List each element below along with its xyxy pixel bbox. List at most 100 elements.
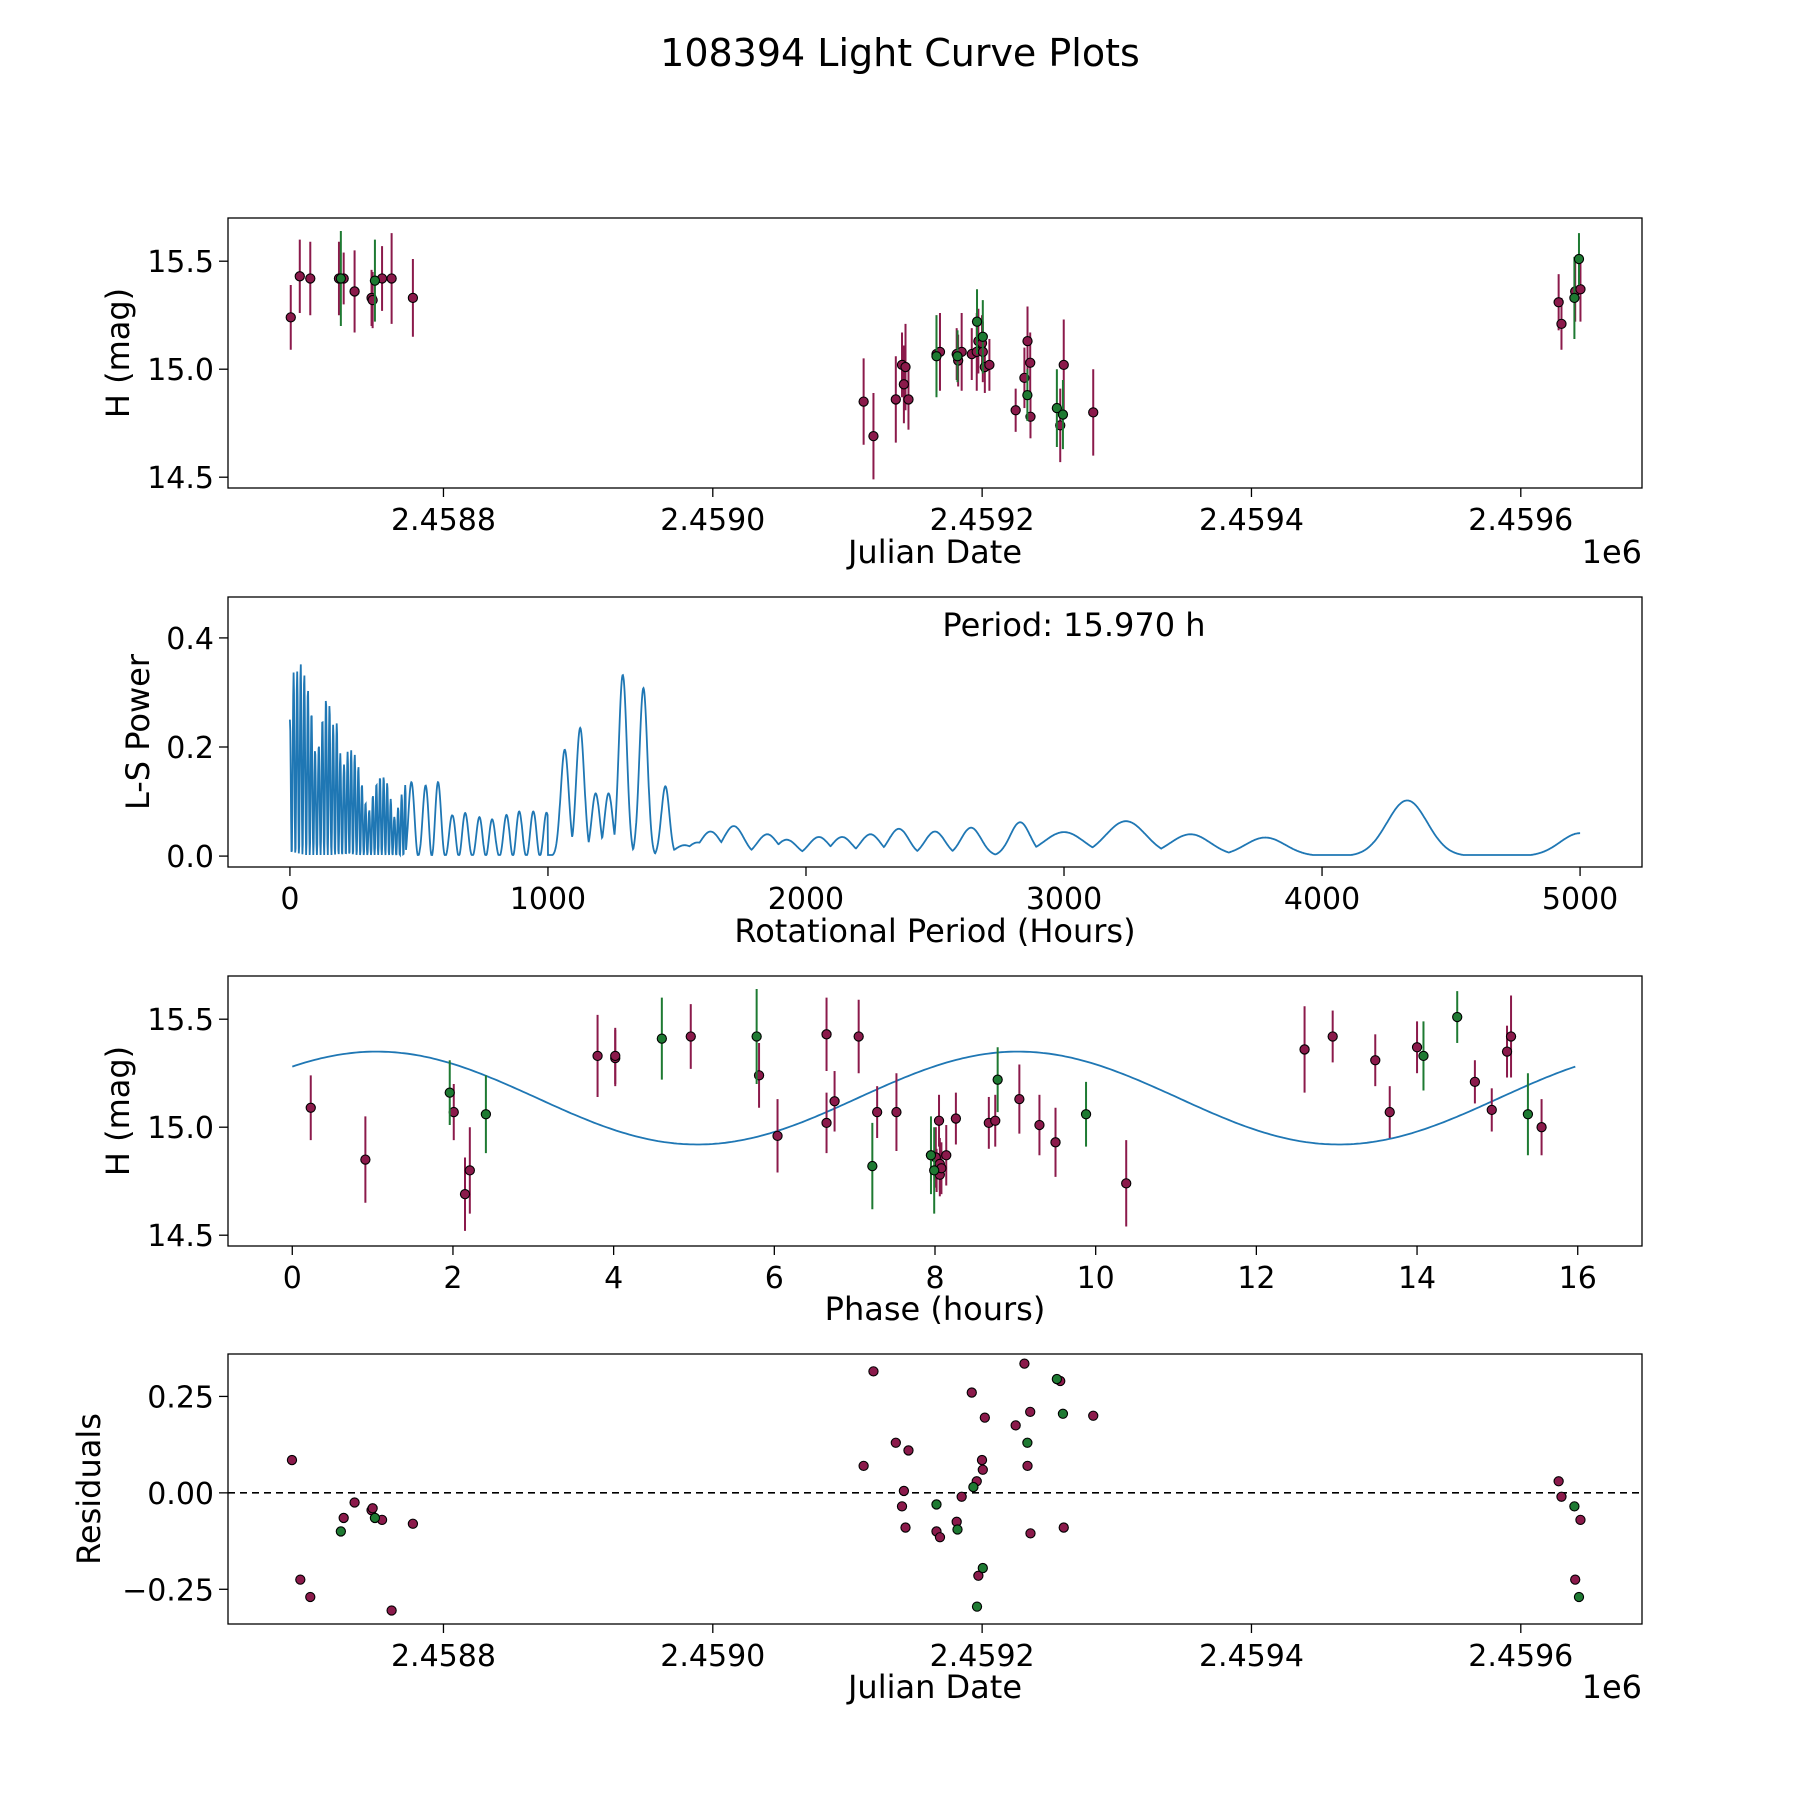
phase-fold-red-point (1501, 1046, 1513, 1057)
residuals-red-point (1575, 1514, 1586, 1526)
phase-fold-green-point (929, 1165, 940, 1176)
periodogram-xtick-label: 2000 (768, 882, 844, 917)
residuals-red-point (1025, 1406, 1036, 1418)
residuals-green-point (971, 1601, 983, 1612)
periodogram-annotation: Period: 15.970 h (942, 606, 1205, 644)
phase-fold-xtick-label: 4 (604, 1261, 623, 1296)
periodogram-xtick-label: 4000 (1284, 882, 1360, 917)
phase-fold-red-point (941, 1150, 952, 1161)
light-curve-red-point (1010, 405, 1021, 416)
phase-fold-xtick-label: 6 (765, 1261, 784, 1296)
phase-fold-green-point (1452, 1011, 1463, 1023)
residuals-red-point (1025, 1528, 1036, 1539)
light-curve-red-point (1058, 359, 1069, 371)
residuals-ylabel: Residuals (70, 1413, 108, 1565)
residuals-x-offset: 1e6 (1582, 1668, 1642, 1706)
light-curve-xtick-label: 2.4590 (660, 503, 765, 538)
light-curve-green-point (1051, 402, 1063, 414)
light-curve-red-point (349, 286, 360, 297)
phase-fold-green-point (925, 1150, 937, 1161)
light-curve-axes-frame (227, 217, 1643, 489)
residuals-green-point (1051, 1373, 1063, 1385)
light-curve-xtick-label: 2.4594 (1199, 503, 1304, 538)
phase-fold-xtick-label: 16 (1559, 1261, 1597, 1296)
residuals-axes-frame (227, 1353, 1643, 1625)
residuals-red-point (1570, 1574, 1581, 1585)
residuals-red-point (386, 1605, 397, 1616)
light-curve-green-point (971, 316, 983, 327)
light-curve-red-point (900, 361, 911, 373)
light-curve-red-point (858, 396, 869, 407)
light-curve-red-point (1556, 318, 1567, 329)
light-curve-red-point (1025, 357, 1036, 368)
phase-fold-green-point (656, 1033, 667, 1044)
residuals-red-point (976, 1454, 988, 1466)
residuals-green-point (335, 1526, 347, 1537)
residuals-green-point (952, 1524, 963, 1535)
residuals-red-point (1022, 1460, 1033, 1472)
phase-fold-red-point (685, 1031, 696, 1042)
light-curve-green-point (1057, 409, 1069, 420)
residuals-ytick-label: 0.25 (147, 1380, 214, 1415)
residuals-green-point (1573, 1591, 1585, 1603)
phase-fold-red-point (1505, 1031, 1517, 1042)
periodogram-ytick-label: 0.2 (166, 731, 214, 766)
residuals-xtick-label: 2.4590 (660, 1639, 765, 1674)
residuals-red-point (977, 1464, 988, 1475)
light-curve-green-point (369, 275, 381, 286)
phase-fold-red-point (360, 1154, 371, 1165)
light-curve-green-point (931, 351, 942, 362)
phase-fold-red-point (1121, 1178, 1132, 1189)
residuals-red-point (295, 1574, 306, 1585)
residuals-red-point (868, 1366, 879, 1377)
phase-fold-red-point (933, 1115, 945, 1126)
phase-fold-red-point (829, 1096, 840, 1107)
phase-fold-green-point (1080, 1109, 1092, 1120)
residuals-red-point (966, 1387, 977, 1398)
periodogram-xtick-label: 0 (280, 882, 299, 917)
light-curve-ytick-label: 15.0 (147, 353, 214, 388)
phase-fold-xtick-label: 14 (1398, 1261, 1436, 1296)
residuals-red-point (900, 1522, 911, 1533)
light-curve-red-point (386, 273, 397, 284)
residuals-green-point (977, 1562, 988, 1574)
phase-fold-green-point (444, 1087, 455, 1098)
residuals-ytick-label: 0.00 (147, 1477, 214, 1512)
residuals-xtick-label: 2.4592 (930, 1639, 1035, 1674)
residuals-red-point (979, 1412, 990, 1423)
phase-fold-red-point (459, 1189, 471, 1200)
periodogram-xtick-label: 1000 (510, 882, 586, 917)
residuals-red-point (858, 1460, 869, 1472)
residuals-panel: 2.4588 2.4590 2.4592 2.4594 2.4596 −0.25 0.00 0… (70, 1353, 1643, 1706)
residuals-xtick-label: 2.4596 (1468, 1639, 1573, 1674)
phase-fold-xlabel: Phase (hours) (825, 1290, 1046, 1328)
residuals-red-point (1553, 1476, 1564, 1487)
light-curve-green-point (977, 331, 988, 342)
light-curve-ytick-label: 15.5 (147, 245, 214, 280)
residuals-green-point (931, 1499, 942, 1510)
phase-fold-red-point (464, 1165, 475, 1176)
periodogram-panel: 0 1000 2000 3000 4000 5000 0.0 0.2 0.4 Period: 1… (119, 596, 1643, 950)
light-curve-xlabel: Julian Date (846, 533, 1022, 571)
light-curve-ylabel: H (mag) (99, 288, 137, 418)
residuals-red-point (898, 1485, 910, 1497)
phase-fold-red-point (853, 1031, 864, 1042)
light-curve-red-point (890, 394, 901, 405)
phase-fold-red-point (950, 1113, 962, 1124)
phase-fold-xtick-label: 2 (443, 1261, 462, 1296)
light-curve-red-point (305, 273, 316, 284)
light-curve-green-point (335, 273, 347, 284)
phase-fold-red-point (1384, 1106, 1395, 1118)
residuals-red-point (896, 1501, 908, 1512)
residuals-red-point (1058, 1522, 1069, 1533)
phase-fold-red-point (1034, 1119, 1045, 1131)
phase-fold-red-point (821, 1117, 832, 1129)
phase-fold-green-point (992, 1074, 1003, 1085)
residuals-red-point (1019, 1358, 1030, 1369)
residuals-green-point (968, 1481, 979, 1493)
residuals-xtick-label: 2.4594 (1199, 1639, 1304, 1674)
residuals-green-point (1569, 1501, 1580, 1512)
residuals-red-point (407, 1518, 419, 1529)
light-curve-panel: 2.4588 2.4590 2.4592 2.4594 2.4596 14.5 15.0 15… (99, 217, 1643, 571)
